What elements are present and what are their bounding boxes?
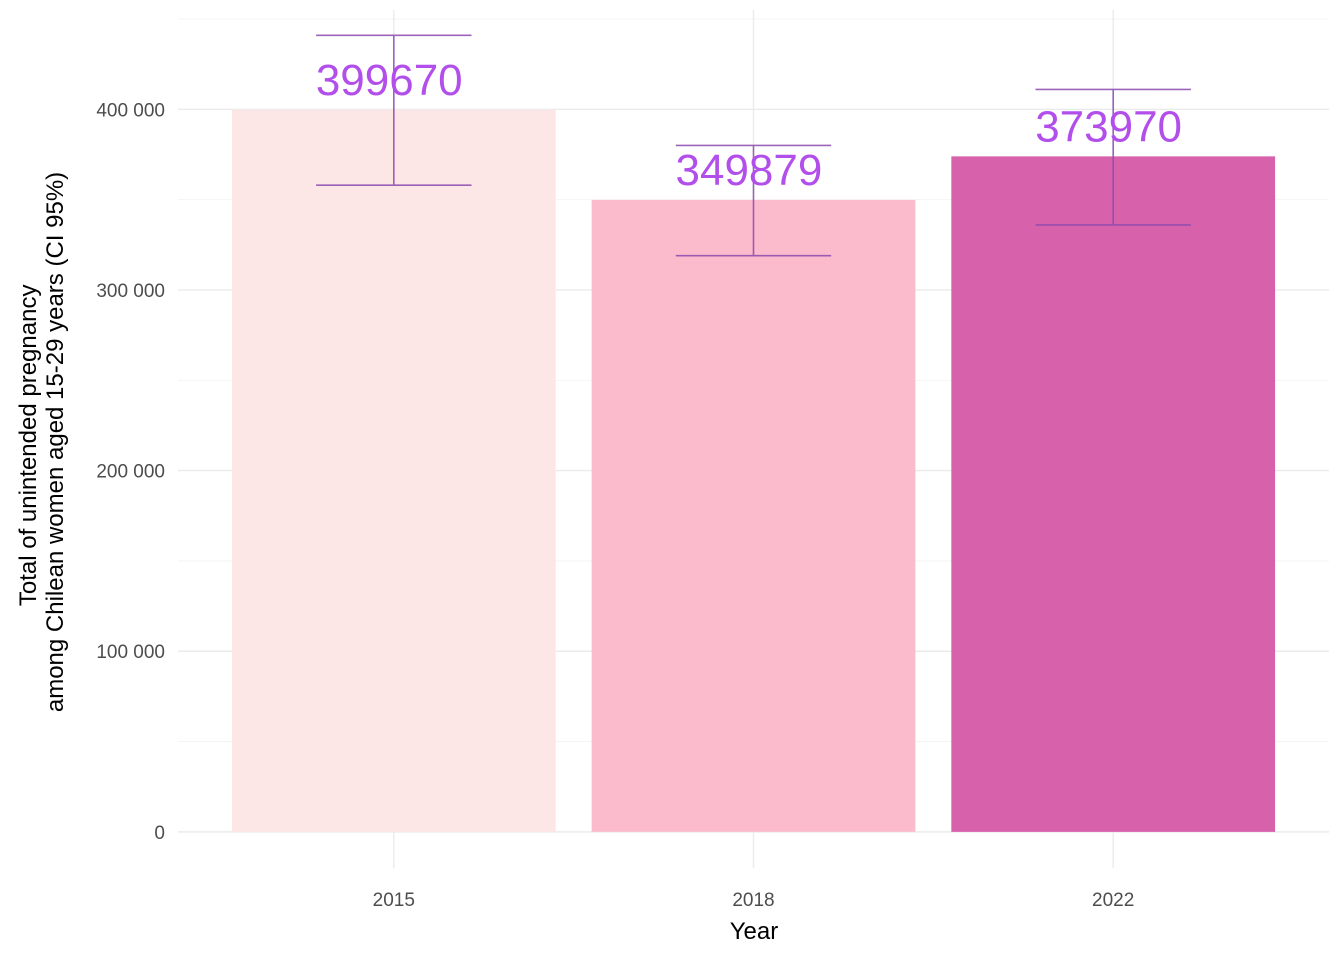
y-axis-title-line-2: among Chilean women aged 15-29 years (CI… bbox=[42, 172, 69, 712]
y-tick-label: 300 000 bbox=[96, 281, 165, 302]
data-labels: 399670 349879 373970 bbox=[316, 56, 1182, 195]
y-tick-label: 100 000 bbox=[96, 642, 165, 663]
data-label-2018: 349879 bbox=[676, 146, 823, 195]
bar-2022 bbox=[951, 156, 1276, 832]
x-tick-label: 2018 bbox=[732, 890, 774, 911]
bars bbox=[231, 109, 1276, 832]
data-label-2022: 373970 bbox=[1035, 102, 1182, 151]
error-bar-2022 bbox=[1035, 88, 1191, 226]
bar-2018 bbox=[591, 199, 916, 832]
error-bar-2018 bbox=[675, 144, 832, 257]
error-bars bbox=[316, 34, 1191, 257]
x-tick-label: 2015 bbox=[373, 890, 415, 911]
x-tick-label: 2022 bbox=[1092, 890, 1134, 911]
y-tick-label: 200 000 bbox=[96, 462, 165, 483]
x-axis-title: Year bbox=[730, 918, 779, 945]
x-axis-ticks: 2015 2018 2022 bbox=[373, 890, 1135, 911]
y-tick-label: 400 000 bbox=[96, 100, 165, 121]
data-label-2015: 399670 bbox=[316, 56, 463, 105]
y-axis-ticks: 0 100 000 200 000 300 000 400 000 bbox=[96, 100, 165, 844]
y-axis-title: Total of unintended pregnancy among Chil… bbox=[15, 172, 69, 712]
y-axis-title-line-1: Total of unintended pregnancy bbox=[15, 285, 42, 607]
error-bar-2015 bbox=[316, 34, 472, 187]
bar-2015 bbox=[231, 109, 556, 832]
y-tick-label: 0 bbox=[154, 823, 165, 844]
